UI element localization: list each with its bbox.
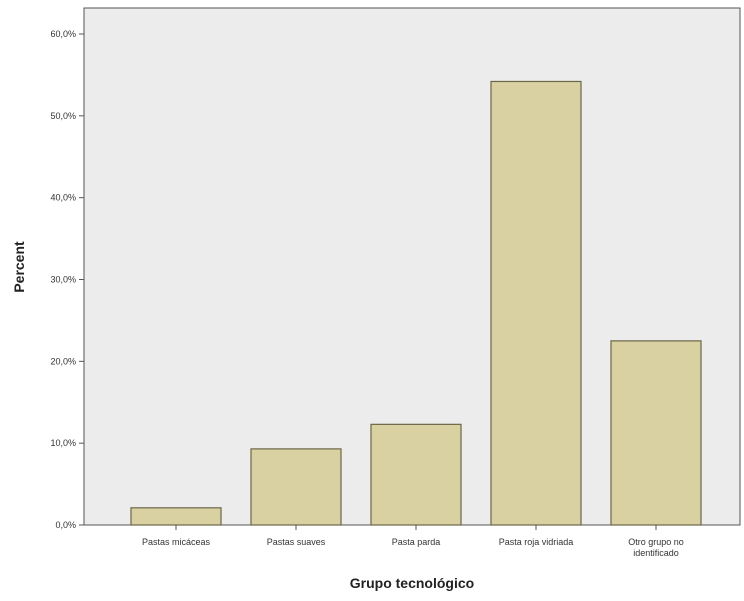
bar (130, 507, 222, 526)
y-axis: 0,0% 10,0% 20,0% 30,0% 40,0% 50,0% 60,0% (50, 29, 84, 530)
y-tick-label: 40,0% (50, 193, 76, 203)
y-tick-label: 50,0% (50, 111, 76, 121)
x-axis: Pastas micáceas Pastas suaves Pasta parda P… (142, 525, 684, 558)
y-tick-label: 30,0% (50, 275, 76, 285)
y-tick-label: 20,0% (50, 356, 76, 366)
x-tick-label: Pasta parda (392, 537, 441, 547)
x-tick-label: Pastas suaves (267, 537, 326, 547)
y-tick-label: 10,0% (50, 438, 76, 448)
bar (250, 448, 342, 526)
x-axis-title: Grupo tecnológico (350, 575, 474, 591)
bar (610, 340, 702, 526)
y-tick-label: 60,0% (50, 29, 76, 39)
bar (490, 80, 582, 526)
x-tick-label: Otro grupo no identificado (628, 537, 684, 558)
bar (370, 423, 462, 526)
x-tick-label: Pasta roja vidriada (499, 537, 574, 547)
x-tick-label: Pastas micáceas (142, 537, 211, 547)
y-axis-title: Percent (11, 241, 27, 293)
y-tick-label: 0,0% (55, 520, 76, 530)
